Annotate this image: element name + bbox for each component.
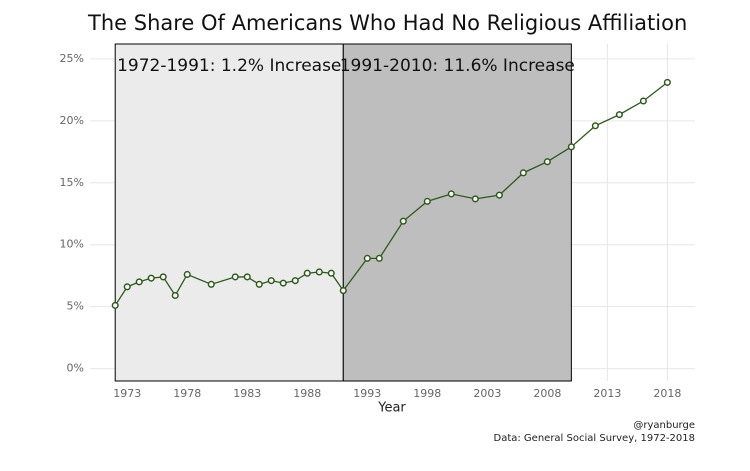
point: [147, 274, 155, 282]
y-tick-label: 15%: [60, 176, 84, 189]
point: [471, 195, 479, 203]
x-tick-label: 1988: [293, 387, 321, 400]
chart-title: The Share Of Americans Who Had No Religi…: [87, 11, 687, 35]
point: [231, 273, 239, 281]
point: [375, 254, 383, 262]
point: [135, 278, 143, 286]
y-tick-label: 5%: [67, 300, 84, 313]
point: [267, 277, 275, 285]
point: [255, 280, 263, 288]
x-axis-label: Year: [377, 401, 406, 416]
caption: Data: General Social Survey, 1972-2018: [494, 433, 696, 444]
point: [519, 169, 527, 177]
line: [114, 81, 668, 306]
caption: @ryanburge: [633, 420, 695, 431]
point: [171, 291, 179, 300]
point: [111, 301, 119, 309]
point: [567, 143, 575, 151]
region: [114, 43, 344, 382]
region-label: 1991-2010: 11.6% Increase: [340, 56, 575, 76]
y-tick-label: 25%: [60, 52, 84, 65]
point: [495, 191, 503, 199]
x-tick-label: 1973: [113, 387, 141, 400]
x-tick-label: 1993: [353, 387, 381, 400]
point: [303, 269, 311, 277]
point: [663, 78, 671, 86]
y-tick-label: 20%: [60, 114, 84, 127]
point: [279, 279, 287, 287]
point: [363, 254, 371, 262]
point: [639, 97, 647, 105]
x-tick-label: 2008: [533, 387, 561, 400]
point: [543, 158, 551, 166]
point: [591, 122, 599, 130]
y-tick-label: 0%: [67, 362, 84, 375]
x-tick-label: 2018: [653, 387, 681, 400]
point: [243, 273, 251, 281]
x-tick-label: 1978: [173, 387, 201, 400]
x-tick-label: 1983: [233, 387, 261, 400]
region-label: 1972-1991: 1.2% Increase: [117, 56, 341, 76]
region: [342, 43, 572, 382]
x-tick-label: 2013: [593, 387, 621, 400]
point: [615, 111, 623, 119]
point: [399, 217, 407, 225]
point: [339, 287, 347, 295]
point: [159, 273, 167, 281]
point: [291, 277, 299, 285]
point: [207, 280, 215, 288]
point: [123, 283, 131, 291]
point: [315, 268, 323, 276]
point: [447, 190, 455, 198]
point: [327, 269, 335, 277]
x-tick-label: 1998: [413, 387, 441, 400]
point: [183, 270, 191, 278]
point: [423, 197, 431, 205]
y-tick-label: 10%: [60, 238, 84, 251]
x-tick-label: 2003: [473, 387, 501, 400]
